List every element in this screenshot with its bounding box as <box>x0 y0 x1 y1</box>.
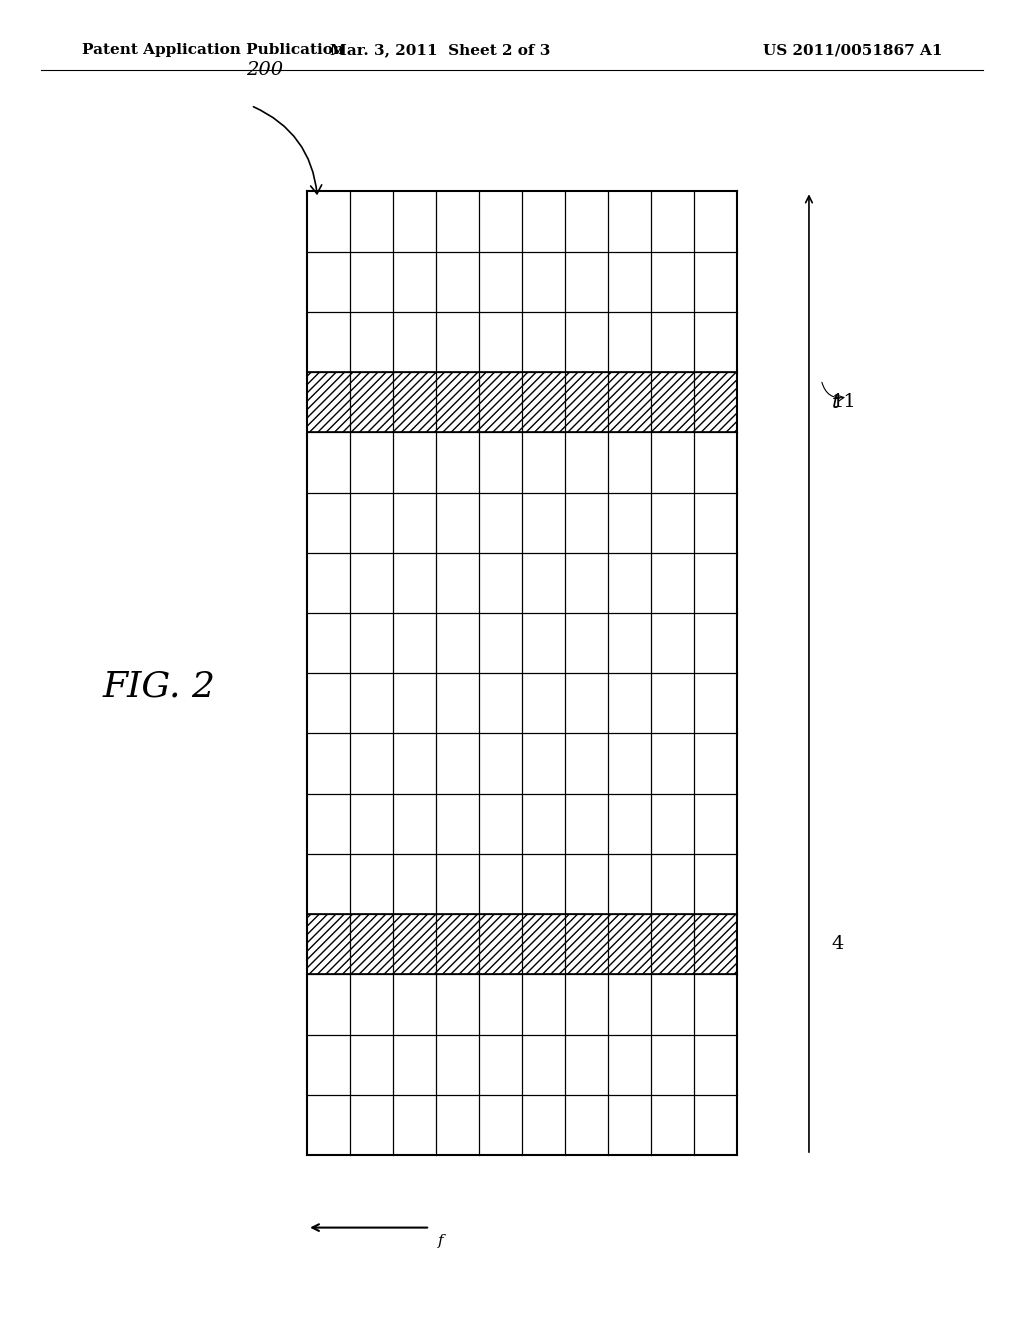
Bar <box>307 372 737 433</box>
Text: Patent Application Publication: Patent Application Publication <box>82 44 344 57</box>
Text: 200: 200 <box>246 61 283 79</box>
Text: FIG. 2: FIG. 2 <box>102 669 215 704</box>
Bar <box>307 913 737 974</box>
FancyArrowPatch shape <box>253 107 322 194</box>
Text: t: t <box>831 395 840 412</box>
Text: 4: 4 <box>831 935 844 953</box>
Text: 11: 11 <box>831 393 856 412</box>
Text: US 2011/0051867 A1: US 2011/0051867 A1 <box>763 44 942 57</box>
Text: f: f <box>438 1234 443 1249</box>
FancyArrowPatch shape <box>822 383 844 401</box>
Text: Mar. 3, 2011  Sheet 2 of 3: Mar. 3, 2011 Sheet 2 of 3 <box>330 44 551 57</box>
